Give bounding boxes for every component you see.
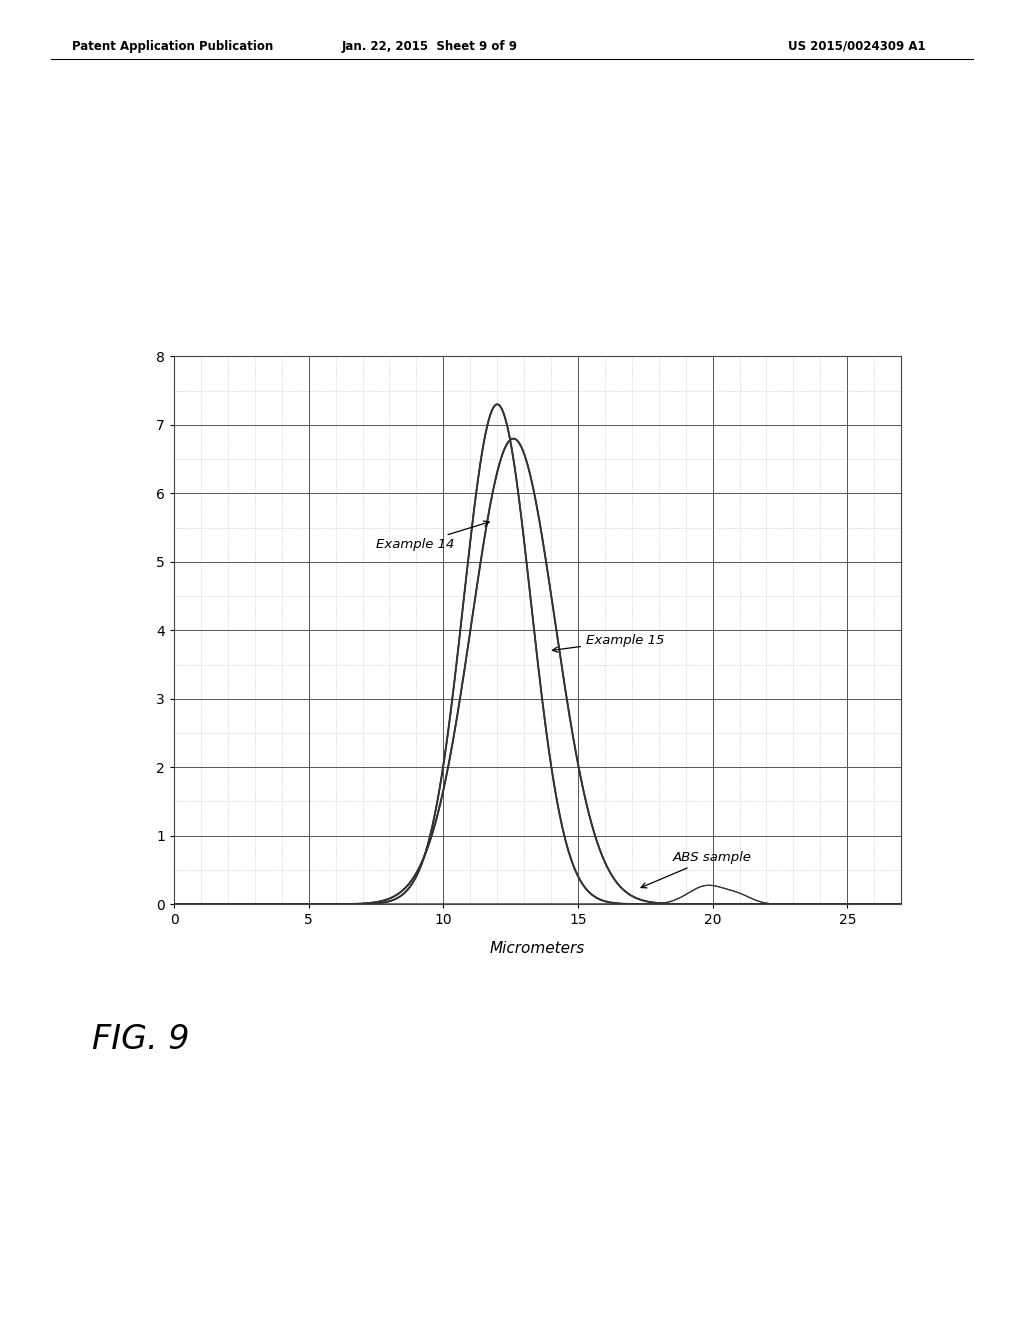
Text: Patent Application Publication: Patent Application Publication	[72, 40, 273, 53]
Text: US 2015/0024309 A1: US 2015/0024309 A1	[788, 40, 926, 53]
Text: Example 15: Example 15	[553, 634, 665, 652]
Text: Example 14: Example 14	[376, 521, 489, 552]
X-axis label: Micrometers: Micrometers	[489, 941, 586, 956]
Text: ABS sample: ABS sample	[641, 851, 752, 888]
Text: FIG. 9: FIG. 9	[92, 1023, 189, 1056]
Text: Jan. 22, 2015  Sheet 9 of 9: Jan. 22, 2015 Sheet 9 of 9	[342, 40, 518, 53]
